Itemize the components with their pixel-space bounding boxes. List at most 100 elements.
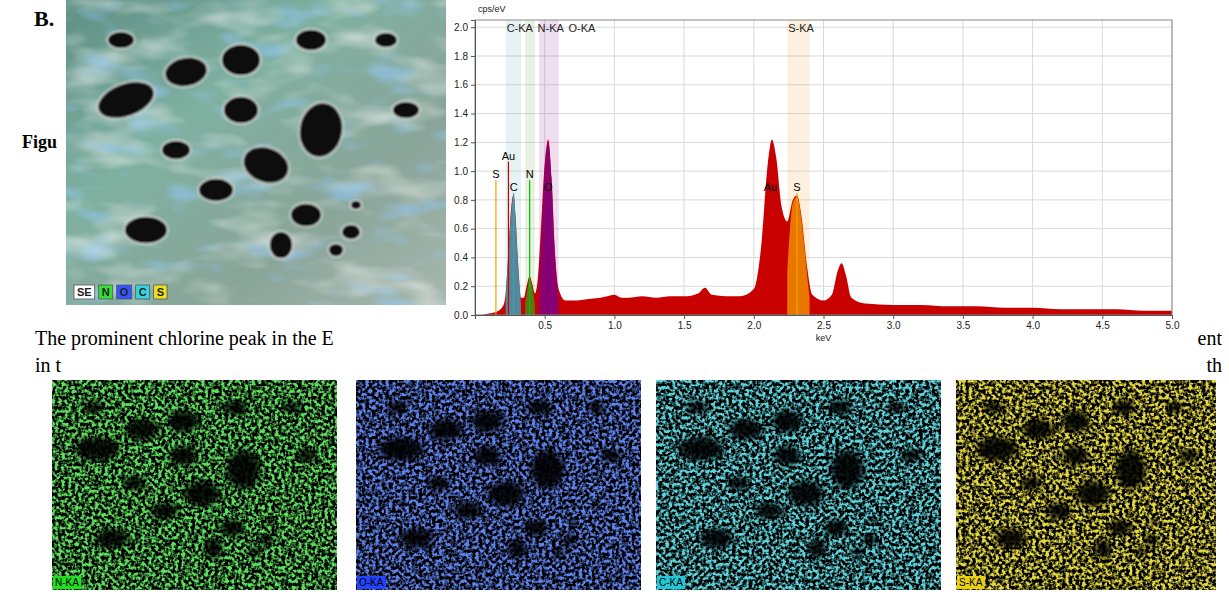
sem-image: SENOCS xyxy=(66,0,446,305)
sem-pore xyxy=(290,203,322,227)
grid-line xyxy=(475,228,1172,229)
map-pore xyxy=(587,402,605,413)
tick-mark xyxy=(963,315,964,319)
legend-swatch xyxy=(136,285,150,299)
grid-line xyxy=(962,20,963,315)
map-pore xyxy=(828,400,852,415)
y-tick: 0.2 xyxy=(454,281,475,292)
sem-pore xyxy=(221,44,261,76)
peak-label: S xyxy=(793,181,800,193)
tick-label: 5.0 xyxy=(1166,320,1180,331)
map-pore xyxy=(123,476,146,490)
peak-label: N xyxy=(526,168,534,180)
map-pore xyxy=(472,410,502,432)
x-axis: 0.51.01.52.02.53.03.54.04.55.0 xyxy=(476,315,1180,331)
tick-mark xyxy=(545,315,546,319)
map-pore xyxy=(474,446,501,465)
map-pore xyxy=(220,520,244,537)
tick-label: 0.6 xyxy=(454,223,468,234)
map-pore xyxy=(996,529,1026,548)
map-pore xyxy=(755,503,782,520)
tick-mark xyxy=(893,315,894,319)
tick-mark xyxy=(471,286,475,287)
tick-label: 2.5 xyxy=(817,320,831,331)
sem-texture xyxy=(66,0,446,305)
tick-label: 0.4 xyxy=(454,252,468,263)
sem-pore xyxy=(124,216,168,244)
caption-fragment: Figu xyxy=(22,132,57,152)
map-pore xyxy=(151,503,178,520)
map-pore xyxy=(1179,450,1198,462)
map-label: N-KA xyxy=(55,577,79,588)
tick-label: 0.2 xyxy=(454,281,468,292)
sem-pore xyxy=(92,74,160,126)
sem-pore xyxy=(161,140,191,160)
legend-swatch xyxy=(117,285,132,299)
tick-label: 2.0 xyxy=(454,22,468,33)
map-background xyxy=(956,380,1216,590)
map-pore xyxy=(1062,410,1089,432)
map-signal xyxy=(356,380,641,590)
map-pore xyxy=(824,520,848,537)
tick-mark xyxy=(1172,315,1173,319)
element-line xyxy=(770,193,771,315)
map-pore xyxy=(1095,539,1111,558)
grid-line xyxy=(1032,20,1033,315)
sem-pore xyxy=(269,231,293,259)
map-pore xyxy=(984,401,1003,413)
map-pore xyxy=(427,476,450,490)
spectrum-area xyxy=(482,139,1172,315)
tick-label: 4.5 xyxy=(1096,320,1110,331)
legend-label: C xyxy=(139,286,147,298)
map-pore xyxy=(553,547,565,557)
element-band xyxy=(539,20,559,315)
tick-label: 0.5 xyxy=(538,320,552,331)
map-pore xyxy=(679,437,724,460)
x-tick: 1.5 xyxy=(678,315,692,331)
map-pore xyxy=(700,529,733,548)
map-pore xyxy=(862,534,877,545)
map-pore xyxy=(687,401,708,413)
element-name: O-KA xyxy=(569,22,597,34)
map-pore xyxy=(297,450,318,462)
grid-line xyxy=(475,257,1172,258)
map-pore xyxy=(168,410,198,432)
legend-label: O xyxy=(120,286,129,298)
tick-label: 0.8 xyxy=(454,195,468,206)
peak-label: Au xyxy=(764,181,777,193)
x-tick: 4.0 xyxy=(1026,315,1040,331)
legend-label: N xyxy=(102,286,110,298)
map-pore xyxy=(727,476,750,490)
body-text: th xyxy=(1206,354,1222,376)
map-label: S-KA xyxy=(959,577,983,588)
x-axis-title: keV xyxy=(816,333,832,343)
y-tick: 1.0 xyxy=(454,166,475,177)
tick-mark xyxy=(471,142,475,143)
element-line xyxy=(796,193,797,315)
x-tick: 3.0 xyxy=(887,315,901,331)
map-pore xyxy=(1135,547,1146,557)
element-peak xyxy=(787,197,809,315)
tick-mark xyxy=(471,171,475,172)
tick-mark xyxy=(824,315,825,319)
map-pore xyxy=(887,402,905,413)
tick-label: 3.0 xyxy=(887,320,901,331)
tick-label: 2.0 xyxy=(747,320,761,331)
element-band xyxy=(506,20,521,315)
sem-pore xyxy=(198,178,234,202)
map-pore xyxy=(901,450,922,462)
map-pore xyxy=(869,518,878,525)
body-text: in t xyxy=(35,354,62,376)
tick-mark xyxy=(471,229,475,230)
map-pore xyxy=(488,481,524,506)
sem-pore xyxy=(223,96,259,124)
map-pore xyxy=(569,518,578,525)
sem-pore xyxy=(392,101,420,119)
sem-pore xyxy=(294,99,347,162)
peak-label: O xyxy=(544,181,553,193)
map-pore xyxy=(1150,518,1158,525)
grid xyxy=(475,20,1172,315)
tick-mark xyxy=(471,27,475,28)
grid-line xyxy=(475,84,1172,85)
map-pore xyxy=(1167,402,1183,413)
